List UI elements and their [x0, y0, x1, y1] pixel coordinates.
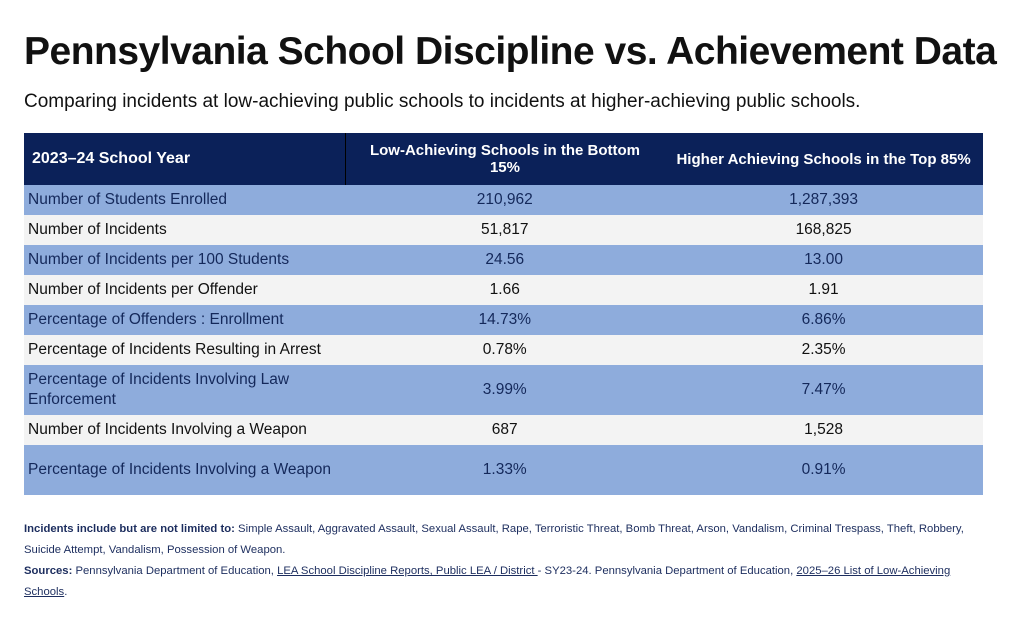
low-achieving-value: 210,962 — [345, 185, 665, 215]
row-label: Number of Incidents — [24, 215, 346, 245]
higher-achieving-value: 0.91% — [664, 445, 983, 495]
header-year: 2023–24 School Year — [24, 133, 346, 185]
subtitle: Comparing incidents at low-achieving pub… — [24, 91, 861, 112]
low-achieving-value: 51,817 — [345, 215, 665, 245]
row-label: Number of Incidents per 100 Students — [24, 245, 346, 275]
row-label: Percentage of Incidents Involving Law En… — [24, 365, 346, 415]
higher-achieving-value: 1.91 — [664, 275, 983, 305]
table-header: 2023–24 School Year Low-Achieving School… — [24, 133, 983, 185]
footnotes: Incidents include but are not limited to… — [24, 519, 984, 603]
table-row: Number of Students Enrolled 210,962 1,287,… — [24, 185, 983, 215]
table-row: Number of Incidents per 100 Students 24.5… — [24, 245, 983, 275]
low-achieving-value: 687 — [345, 415, 665, 445]
row-label: Percentage of Incidents Involving a Weap… — [24, 445, 346, 495]
higher-achieving-value: 2.35% — [664, 335, 983, 365]
low-achieving-value: 1.33% — [345, 445, 665, 495]
low-achieving-value: 1.66 — [345, 275, 665, 305]
sources-note: Sources: Pennsylvania Department of Educ… — [24, 561, 984, 603]
row-label: Number of Incidents Involving a Weapon — [24, 415, 346, 445]
table-row: Percentage of Incidents Resulting in Arr… — [24, 335, 983, 365]
higher-achieving-value: 6.86% — [664, 305, 983, 335]
low-achieving-value: 24.56 — [345, 245, 665, 275]
data-table: 2023–24 School Year Low-Achieving School… — [24, 133, 983, 495]
higher-achieving-value: 1,287,393 — [664, 185, 983, 215]
table-row: Percentage of Incidents Involving a Weap… — [24, 445, 983, 495]
header-low: Low-Achieving Schools in the Bottom 15% — [345, 133, 665, 185]
sources-text: . — [64, 586, 68, 598]
table-row: Percentage of Incidents Involving Law En… — [24, 365, 983, 415]
low-achieving-value: 3.99% — [345, 365, 665, 415]
incidents-label: Incidents include but are not limited to… — [24, 523, 235, 535]
incidents-note: Incidents include but are not limited to… — [24, 519, 984, 561]
low-achieving-value: 14.73% — [345, 305, 665, 335]
sources-label: Sources: — [24, 565, 73, 577]
row-label: Percentage of Incidents Resulting in Arr… — [24, 335, 346, 365]
table-row: Percentage of Offenders : Enrollment 14.7… — [24, 305, 983, 335]
row-label: Number of Students Enrolled — [24, 185, 346, 215]
low-achieving-value: 0.78% — [345, 335, 665, 365]
higher-achieving-value: 7.47% — [664, 365, 983, 415]
row-label: Percentage of Offenders : Enrollment — [24, 305, 346, 335]
sources-text: - SY23-24. Pennsylvania Department of Ed… — [537, 565, 797, 577]
table-row: Number of Incidents 51,817 168,825 — [24, 215, 983, 245]
higher-achieving-value: 1,528 — [664, 415, 983, 445]
sources-text: Pennsylvania Department of Education, — [72, 565, 278, 577]
table-row: Number of Incidents Involving a Weapon 68… — [24, 415, 983, 445]
low-achieving-list-link[interactable]: 2025–26 List of Low-Achieving Schools — [24, 565, 951, 598]
table-row: Number of Incidents per Offender 1.66 1.91 — [24, 275, 983, 305]
higher-achieving-value: 13.00 — [664, 245, 983, 275]
discipline-reports-link[interactable]: LEA School Discipline Reports, Public LE… — [277, 565, 538, 577]
higher-achieving-value: 168,825 — [664, 215, 983, 245]
row-label: Number of Incidents per Offender — [24, 275, 346, 305]
page-title: Pennsylvania School Discipline vs. Achie… — [24, 30, 997, 73]
incidents-text: Simple Assault, Aggravated Assault, Sexu… — [24, 523, 964, 556]
header-high: Higher Achieving Schools in the Top 85% — [664, 133, 983, 185]
